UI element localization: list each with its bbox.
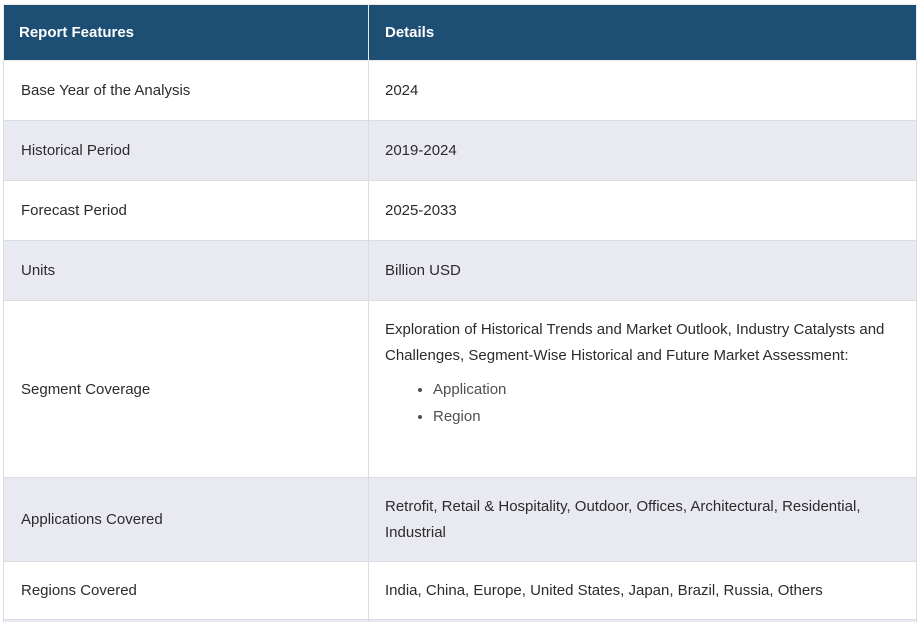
feature-forecast-period: Forecast Period [3, 180, 369, 241]
table-row-segment-coverage: Segment Coverage Exploration of Historic… [3, 300, 917, 478]
details-segment-coverage: Exploration of Historical Trends and Mar… [368, 300, 917, 478]
feature-base-year: Base Year of the Analysis [3, 60, 369, 121]
details-applications-covered: Retrofit, Retail & Hospitality, Outdoor,… [368, 477, 917, 562]
report-features-table: Report Features Details Base Year of the… [3, 4, 917, 622]
table-row-partial-clipped [3, 619, 917, 622]
partial-details-cell [368, 619, 917, 622]
feature-units: Units [3, 240, 369, 301]
header-details: Details [368, 4, 917, 61]
applications-covered-text: Retrofit, Retail & Hospitality, Outdoor,… [385, 497, 861, 541]
segment-coverage-intro: Exploration of Historical Trends and Mar… [385, 321, 885, 364]
feature-historical-period: Historical Period [3, 120, 369, 181]
report-features-table-wrap: Report Features Details Base Year of the… [3, 4, 917, 622]
feature-segment-coverage: Segment Coverage [3, 300, 369, 478]
feature-regions-covered: Regions Covered [3, 561, 369, 620]
details-historical-period: 2019-2024 [368, 120, 917, 181]
details-forecast-period: 2025-2033 [368, 180, 917, 241]
table-row-historical-period: Historical Period 2019-2024 [3, 120, 917, 181]
table-row-forecast-period: Forecast Period 2025-2033 [3, 180, 917, 241]
segment-bullet-application: Application [433, 376, 902, 403]
details-units: Billion USD [368, 240, 917, 301]
details-base-year: 2024 [368, 60, 917, 121]
segment-coverage-list: Application Region [385, 376, 902, 430]
details-regions-covered: India, China, Europe, United States, Jap… [368, 561, 917, 620]
segment-bullet-region: Region [433, 403, 902, 430]
table-header-row: Report Features Details [3, 4, 917, 61]
table-row-units: Units Billion USD [3, 240, 917, 301]
regions-covered-text: India, China, Europe, United States, Jap… [385, 581, 823, 599]
table-row-base-year: Base Year of the Analysis 2024 [3, 60, 917, 121]
table-row-regions-covered: Regions Covered India, China, Europe, Un… [3, 561, 917, 620]
feature-applications-covered: Applications Covered [3, 477, 369, 562]
table-row-applications-covered: Applications Covered Retrofit, Retail & … [3, 477, 917, 562]
header-report-features: Report Features [3, 4, 369, 61]
